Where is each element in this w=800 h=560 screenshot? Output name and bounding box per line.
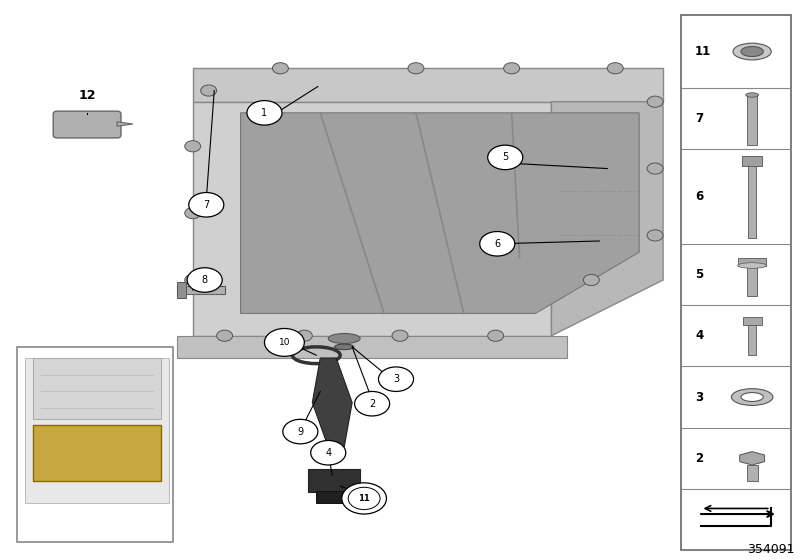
- Circle shape: [185, 208, 201, 219]
- Circle shape: [408, 63, 424, 74]
- Circle shape: [265, 329, 304, 356]
- Text: 8: 8: [202, 275, 208, 285]
- Bar: [308, 469, 360, 492]
- Text: 4: 4: [325, 448, 331, 458]
- Polygon shape: [193, 68, 663, 102]
- Circle shape: [354, 391, 390, 416]
- Bar: [742, 156, 762, 166]
- Polygon shape: [241, 113, 639, 314]
- Text: 2: 2: [369, 399, 375, 409]
- Bar: [747, 262, 757, 296]
- Ellipse shape: [328, 334, 360, 343]
- Circle shape: [283, 419, 318, 444]
- Text: 354091: 354091: [747, 543, 794, 556]
- Text: 5: 5: [502, 152, 508, 162]
- Circle shape: [607, 63, 623, 74]
- Circle shape: [488, 145, 522, 170]
- Circle shape: [583, 274, 599, 286]
- Text: 1: 1: [262, 108, 267, 118]
- Text: 4: 4: [695, 329, 703, 342]
- Circle shape: [488, 330, 504, 341]
- Polygon shape: [177, 336, 567, 358]
- Circle shape: [504, 63, 519, 74]
- Text: 3: 3: [393, 374, 399, 384]
- Bar: [738, 258, 766, 265]
- Bar: [746, 465, 758, 480]
- Ellipse shape: [334, 344, 354, 349]
- Bar: [316, 491, 354, 503]
- Circle shape: [189, 193, 224, 217]
- Ellipse shape: [731, 389, 773, 405]
- Text: 5: 5: [695, 268, 703, 281]
- Text: 7: 7: [203, 200, 210, 210]
- Circle shape: [296, 330, 312, 341]
- FancyBboxPatch shape: [54, 111, 121, 138]
- Polygon shape: [34, 358, 161, 419]
- Circle shape: [201, 85, 217, 96]
- Text: 10: 10: [278, 338, 290, 347]
- Polygon shape: [312, 358, 352, 447]
- Circle shape: [647, 230, 663, 241]
- Polygon shape: [740, 451, 765, 465]
- Ellipse shape: [738, 263, 766, 268]
- Bar: [748, 163, 756, 238]
- Circle shape: [217, 330, 233, 341]
- Circle shape: [187, 268, 222, 292]
- Polygon shape: [34, 425, 161, 480]
- Polygon shape: [26, 358, 169, 503]
- Polygon shape: [551, 102, 663, 336]
- Polygon shape: [193, 102, 551, 336]
- Ellipse shape: [733, 43, 771, 60]
- Circle shape: [348, 487, 380, 510]
- Text: 9: 9: [298, 427, 303, 437]
- Ellipse shape: [741, 393, 763, 402]
- Text: 6: 6: [494, 239, 500, 249]
- Circle shape: [310, 441, 346, 465]
- Circle shape: [378, 367, 414, 391]
- Circle shape: [185, 141, 201, 152]
- Text: 2: 2: [695, 452, 703, 465]
- Bar: [177, 282, 186, 298]
- Ellipse shape: [741, 46, 763, 57]
- Text: 7: 7: [695, 112, 703, 125]
- Text: 6: 6: [695, 190, 703, 203]
- Bar: [748, 323, 756, 355]
- Circle shape: [392, 330, 408, 341]
- Text: 12: 12: [78, 88, 96, 102]
- Bar: [747, 95, 757, 145]
- Circle shape: [342, 483, 386, 514]
- Circle shape: [480, 231, 515, 256]
- Circle shape: [185, 274, 201, 286]
- Circle shape: [647, 96, 663, 108]
- Polygon shape: [117, 122, 133, 126]
- Circle shape: [247, 101, 282, 125]
- Bar: [742, 318, 762, 325]
- Bar: [177, 286, 225, 295]
- FancyBboxPatch shape: [681, 15, 790, 550]
- Text: 3: 3: [695, 390, 703, 404]
- FancyBboxPatch shape: [18, 347, 173, 542]
- Text: 11: 11: [695, 45, 711, 58]
- Circle shape: [647, 163, 663, 174]
- Text: 11: 11: [358, 494, 370, 503]
- Circle shape: [273, 63, 288, 74]
- Ellipse shape: [746, 93, 758, 97]
